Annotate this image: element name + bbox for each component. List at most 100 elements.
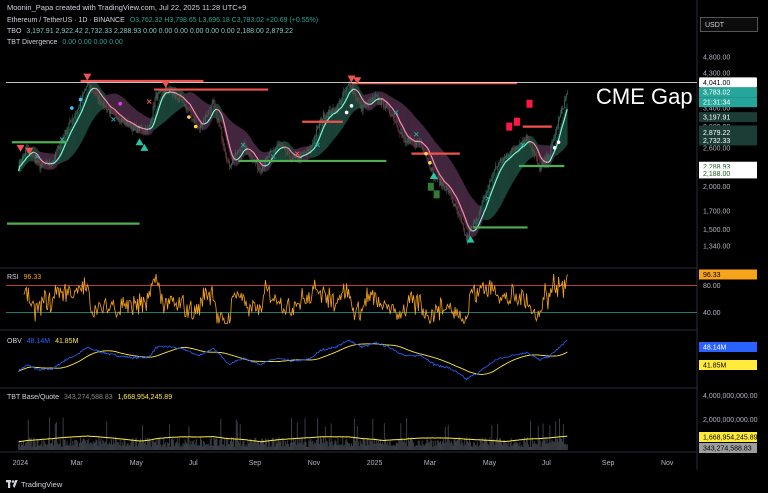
tbo-fast-line (115, 110, 118, 113)
tbo-fast-line (55, 159, 58, 162)
candle-body (483, 196, 485, 200)
cloud-segment (437, 145, 439, 179)
candle-body (150, 122, 152, 124)
candle-body (487, 188, 489, 192)
candle-body (375, 95, 377, 98)
tbo-fast-line (89, 89, 92, 92)
candle-body (322, 113, 324, 119)
candle-body (268, 153, 270, 158)
price-tick-label: 1,500.00 (703, 227, 730, 234)
tbo-fast-line (267, 162, 270, 166)
cloud-segment (111, 93, 113, 115)
cloud-segment (527, 136, 529, 161)
candle-body (167, 93, 169, 95)
candle-body (113, 111, 115, 113)
tbo-fast-line (414, 140, 416, 142)
cloud-segment (104, 94, 107, 108)
cloud-segment (475, 202, 477, 235)
cloud-segment (229, 120, 231, 156)
tradingview-brand[interactable]: TradingView (6, 480, 62, 489)
currency-button[interactable]: USDT (700, 17, 758, 32)
time-tick-label: 2024 (13, 460, 29, 467)
cloud-segment (135, 110, 137, 133)
candle-body (171, 91, 172, 95)
cloud-segment (70, 124, 73, 157)
base-quote-legend[interactable]: TBT Base/Quote 343,274,588.83 1,668,954,… (7, 394, 175, 401)
cloud-segment (398, 101, 401, 128)
tbo-legend[interactable]: TBO 3,197.91 2,922.42 2,732.33 2,288.93 … (7, 28, 296, 35)
base-tag-bg (699, 443, 757, 453)
candle-body (172, 92, 174, 94)
cloud-segment (563, 113, 565, 149)
obv-legend[interactable]: OBV 48.14M 41.85M (7, 338, 81, 345)
tbo-fast-line (497, 174, 500, 178)
candle-body (476, 218, 478, 221)
candle-body (564, 98, 566, 100)
rsi-legend[interactable]: RSI 96.33 (7, 274, 44, 281)
candle-body (114, 111, 116, 114)
candle-body (202, 123, 203, 128)
candle-body (174, 94, 176, 97)
tbo-fast-line (430, 154, 433, 158)
tbo-fast-line (60, 151, 63, 155)
cloud-segment (325, 116, 327, 149)
signal-dot (187, 115, 191, 119)
cloud-segment (321, 124, 323, 153)
cloud-segment (217, 104, 220, 121)
tbo-fast-line (427, 148, 430, 151)
cloud-segment (499, 164, 501, 207)
tbo-fast-line (278, 148, 281, 151)
tbo-fast-line (536, 148, 539, 152)
candle-body (329, 109, 331, 115)
symbol-legend[interactable]: Ethereum / TetherUS · 1D · BINANCE O3,76… (7, 17, 321, 24)
tbo-fast-line (388, 104, 391, 107)
candle-body (289, 152, 291, 158)
rsi-line (23, 273, 568, 325)
cross-marker (111, 116, 116, 122)
tbo-fast-line (129, 121, 132, 123)
candle-body (163, 94, 165, 96)
tbo-fast-line (440, 175, 442, 178)
candle-body (438, 176, 440, 179)
tbt-divergence-legend[interactable]: TBT Divergence 0.00 0.00 0.00 0.00 (7, 39, 126, 46)
candle-body (195, 120, 197, 124)
candle-body (529, 140, 530, 145)
cloud-segment (67, 130, 70, 160)
candle-body (303, 152, 305, 154)
tbo-fast-line (179, 94, 182, 97)
tbo-fast-line (553, 150, 556, 154)
obv-pane (18, 339, 568, 381)
cloud-segment (148, 117, 150, 136)
candle-body (149, 123, 151, 128)
tbo-fast-line (550, 156, 553, 160)
cloud-segment (285, 141, 287, 162)
candle-body (334, 112, 336, 113)
candle-body (474, 220, 476, 224)
cloud-segment (66, 133, 69, 160)
time-tick-label: 2025 (367, 460, 383, 467)
tbo-fast-line (447, 184, 450, 187)
candle-body (498, 163, 500, 167)
tbo-fast-line (565, 109, 568, 113)
signal-dot (349, 104, 354, 108)
cloud-segment (167, 86, 169, 119)
candle-body (198, 127, 200, 128)
candle-body (262, 165, 264, 167)
cloud-segment (428, 134, 431, 159)
cloud-segment (336, 105, 339, 135)
candle-body (501, 160, 503, 162)
tbo-fast-line (516, 150, 519, 153)
cross-marker (520, 142, 526, 148)
cloud-segment (536, 142, 538, 157)
candle-body (23, 155, 24, 157)
tbo-fast-line (104, 98, 107, 101)
candle-body (133, 124, 135, 131)
candle-body (205, 115, 207, 117)
tbo-fast-line (220, 112, 223, 116)
price-tick-label: 1,700.00 (703, 208, 730, 215)
tbo-fast-line (66, 138, 69, 142)
cloud-segment (498, 166, 500, 209)
tbo-fast-line (327, 117, 330, 120)
cloud-segment (446, 155, 448, 191)
signal-dot (70, 106, 74, 110)
